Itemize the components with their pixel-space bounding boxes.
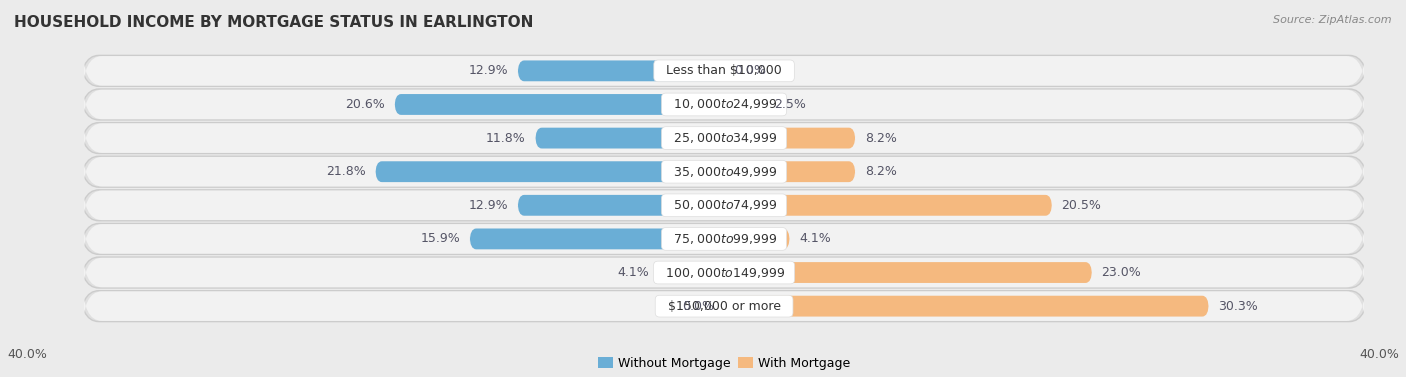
FancyBboxPatch shape [724, 262, 1092, 283]
Text: 15.9%: 15.9% [420, 232, 460, 245]
FancyBboxPatch shape [536, 128, 724, 149]
Text: 4.1%: 4.1% [617, 266, 650, 279]
FancyBboxPatch shape [80, 214, 1368, 264]
Text: $75,000 to $99,999: $75,000 to $99,999 [666, 232, 782, 246]
FancyBboxPatch shape [658, 262, 724, 283]
FancyBboxPatch shape [517, 195, 724, 216]
Text: 8.2%: 8.2% [865, 165, 897, 178]
Text: $25,000 to $34,999: $25,000 to $34,999 [666, 131, 782, 145]
FancyBboxPatch shape [83, 45, 1365, 97]
Text: $10,000 to $24,999: $10,000 to $24,999 [666, 98, 782, 112]
Text: 21.8%: 21.8% [326, 165, 366, 178]
FancyBboxPatch shape [724, 128, 855, 149]
Text: 30.3%: 30.3% [1218, 300, 1258, 313]
Text: 8.2%: 8.2% [865, 132, 897, 145]
FancyBboxPatch shape [83, 146, 1365, 197]
FancyBboxPatch shape [80, 46, 1368, 96]
FancyBboxPatch shape [724, 228, 790, 249]
FancyBboxPatch shape [724, 94, 763, 115]
Text: 40.0%: 40.0% [1360, 348, 1399, 361]
Text: HOUSEHOLD INCOME BY MORTGAGE STATUS IN EARLINGTON: HOUSEHOLD INCOME BY MORTGAGE STATUS IN E… [14, 15, 533, 30]
Text: 20.5%: 20.5% [1062, 199, 1101, 212]
FancyBboxPatch shape [83, 280, 1365, 332]
FancyBboxPatch shape [83, 79, 1365, 130]
FancyBboxPatch shape [83, 213, 1365, 264]
FancyBboxPatch shape [83, 247, 1365, 298]
FancyBboxPatch shape [80, 181, 1368, 230]
FancyBboxPatch shape [83, 113, 1365, 164]
FancyBboxPatch shape [375, 161, 724, 182]
Legend: Without Mortgage, With Mortgage: Without Mortgage, With Mortgage [593, 352, 855, 375]
Text: 20.6%: 20.6% [346, 98, 385, 111]
FancyBboxPatch shape [80, 248, 1368, 297]
Text: 12.9%: 12.9% [468, 64, 508, 77]
Text: 2.5%: 2.5% [773, 98, 806, 111]
Text: 11.8%: 11.8% [486, 132, 526, 145]
FancyBboxPatch shape [80, 281, 1368, 331]
Text: 23.0%: 23.0% [1101, 266, 1142, 279]
Text: $50,000 to $74,999: $50,000 to $74,999 [666, 198, 782, 212]
Text: $35,000 to $49,999: $35,000 to $49,999 [666, 165, 782, 179]
Text: $100,000 to $149,999: $100,000 to $149,999 [658, 265, 790, 279]
FancyBboxPatch shape [395, 94, 724, 115]
Text: 0.0%: 0.0% [682, 300, 714, 313]
FancyBboxPatch shape [80, 113, 1368, 163]
FancyBboxPatch shape [80, 80, 1368, 129]
FancyBboxPatch shape [470, 228, 724, 249]
Text: 0.0%: 0.0% [734, 64, 766, 77]
Text: Source: ZipAtlas.com: Source: ZipAtlas.com [1274, 15, 1392, 25]
FancyBboxPatch shape [517, 60, 724, 81]
Text: 12.9%: 12.9% [468, 199, 508, 212]
FancyBboxPatch shape [724, 296, 1209, 317]
FancyBboxPatch shape [724, 195, 1052, 216]
FancyBboxPatch shape [724, 161, 855, 182]
Text: 4.1%: 4.1% [799, 232, 831, 245]
Text: $150,000 or more: $150,000 or more [659, 300, 789, 313]
Text: Less than $10,000: Less than $10,000 [658, 64, 790, 77]
FancyBboxPatch shape [80, 147, 1368, 196]
Text: 40.0%: 40.0% [7, 348, 46, 361]
FancyBboxPatch shape [83, 180, 1365, 231]
